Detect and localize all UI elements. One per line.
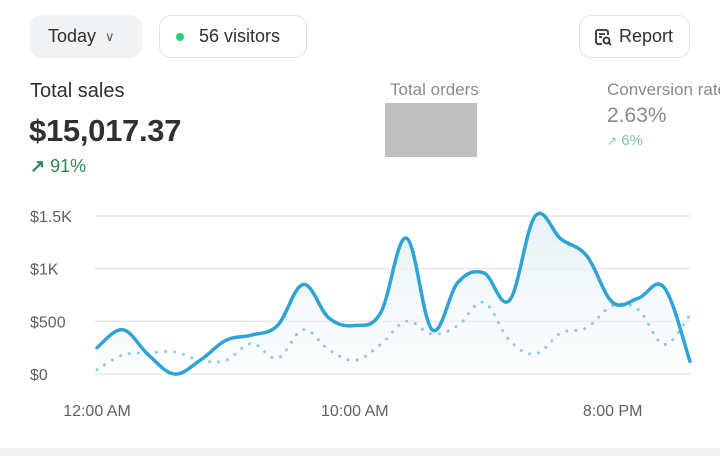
report-button[interactable]: Report xyxy=(579,15,690,58)
report-label: Report xyxy=(619,26,674,46)
y-tick-label: $1K xyxy=(30,262,59,279)
conversion-rate-value: 2.63% xyxy=(607,104,667,127)
y-tick-label: $500 xyxy=(30,314,66,331)
y-tick-label: $0 xyxy=(30,367,48,384)
footer-divider xyxy=(0,448,720,456)
total-sales-change: ↗ 91% xyxy=(30,156,86,177)
period-label: Today xyxy=(48,26,97,46)
total-sales-value: $15,017.37 xyxy=(29,113,182,148)
x-tick-label: 12:00 AM xyxy=(63,403,131,420)
x-tick-label: 8:00 PM xyxy=(583,403,643,420)
total-orders-redacted xyxy=(385,103,477,157)
comparison-series-line xyxy=(95,300,692,372)
total-orders-label[interactable]: Total orders xyxy=(390,80,479,99)
chevron-down-icon: ∨ xyxy=(105,28,115,44)
visitors-label: 56 visitors xyxy=(199,26,281,46)
conversion-rate-change: ↗ 6% xyxy=(607,132,643,149)
sales-chart: $0 $500 $1K $1.5K 12:00 AM 10:00 AM 8:00 PM xyxy=(30,209,692,420)
arrow-up-right-icon: ↗ xyxy=(607,134,618,148)
y-tick-label: $1.5K xyxy=(30,209,72,226)
sales-area-fill xyxy=(97,213,690,375)
period-selector[interactable]: Today ∨ xyxy=(30,15,142,58)
report-search-icon xyxy=(595,28,612,46)
live-visitors-button[interactable]: 56 visitors xyxy=(159,15,307,58)
total-sales-change-value: 91% xyxy=(50,156,87,176)
live-dot-icon xyxy=(176,32,184,41)
total-sales-label: Total sales xyxy=(30,80,125,102)
arrow-up-right-icon: ↗ xyxy=(30,156,46,176)
x-tick-label: 10:00 AM xyxy=(321,403,389,420)
conversion-rate-label[interactable]: Conversion rate xyxy=(607,80,720,99)
conversion-rate-change-value: 6% xyxy=(621,132,643,149)
